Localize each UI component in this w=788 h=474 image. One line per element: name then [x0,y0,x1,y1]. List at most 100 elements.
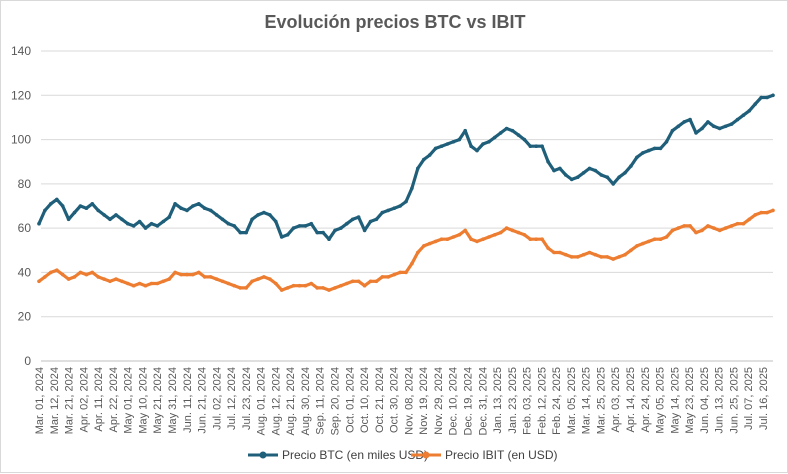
data-point [759,210,763,215]
x-tick-label: Jun. 11, 2024 [182,367,194,433]
data-point [226,221,231,226]
data-point [72,275,77,279]
legend: Precio BTC (en miles USD) Precio IBIT (e… [248,448,557,462]
data-point [629,248,633,253]
data-point [137,281,142,286]
data-point [167,215,171,219]
data-point [321,286,325,290]
data-point [694,131,698,135]
data-point [747,217,752,222]
data-point [658,237,663,241]
data-point [143,283,148,288]
data-point [279,288,284,292]
data-point [475,239,479,244]
data-point [747,109,752,113]
data-point [439,237,444,241]
data-point [641,151,645,155]
data-point [569,255,574,259]
data-point [256,277,260,281]
data-point [96,275,100,279]
data-point [274,219,278,224]
data-point [345,281,349,286]
data-point [516,230,521,235]
data-point [611,257,615,261]
data-point [274,281,278,286]
data-point [445,237,450,241]
data-point [131,283,136,288]
data-point [137,219,142,224]
y-tick-label: 100 [11,133,31,147]
x-tick-label: Feb. 12, 2025 [536,367,548,435]
data-point [84,272,89,277]
data-point [55,268,59,273]
data-point [238,286,243,290]
data-point [558,166,562,171]
y-axis-ticks: 0 20 40 60 80 100 120 140 [11,44,31,368]
data-point [114,277,118,281]
y-tick-label: 140 [11,44,31,58]
x-tick-label: Mar. 21, 2024 [64,367,76,434]
data-point [55,197,59,202]
data-point [60,272,65,277]
x-tick-label: Apr. 03, 2025 [610,367,622,432]
data-point [309,281,314,286]
x-tick-label: Sep. 11, 2024 [315,367,327,435]
data-point [386,208,391,213]
data-point [197,202,201,206]
data-point [475,148,479,153]
x-tick-label: Aug. 21, 2024 [285,367,297,436]
x-tick-label: Mar. 14, 2025 [581,367,593,434]
data-point [291,226,296,230]
x-tick-label: Feb. 24, 2025 [551,367,563,435]
data-point [540,144,544,148]
data-point [729,122,734,126]
data-point [368,219,373,224]
data-point [404,270,408,275]
data-point [552,250,556,255]
data-point [339,283,343,288]
data-point [43,208,47,213]
data-point [540,237,544,241]
data-point [581,171,586,175]
data-point [664,140,669,144]
data-point [350,217,355,222]
data-point [374,217,379,222]
data-point [522,233,527,237]
data-point [416,166,420,171]
data-point [250,217,254,222]
data-point [670,128,675,133]
data-point [712,226,716,230]
data-point [386,275,391,279]
x-tick-label: Nov. 19, 2024 [418,367,430,435]
data-point [712,124,716,129]
x-tick-label: Jul. 16, 2025 [758,367,770,430]
series-1 [37,208,775,292]
data-point [534,144,538,148]
data-point [327,237,331,241]
data-point [350,279,355,284]
data-point [161,219,166,224]
data-point [688,117,692,122]
x-tick-label: May 31, 2024 [167,367,179,434]
data-point [232,283,237,288]
data-point [427,241,432,246]
x-tick-label: Jun. 25, 2025 [728,367,740,434]
data-point [729,224,734,228]
data-point [605,175,610,179]
data-point [291,283,296,288]
x-tick-label: May 14, 2025 [669,367,681,434]
x-tick-label: Apr. 22, 2024 [108,367,120,432]
data-point [670,228,675,233]
data-point [700,228,704,233]
data-point [66,217,71,222]
x-tick-label: Oct. 10, 2024 [359,367,371,433]
data-point [765,95,769,100]
data-point [161,279,166,284]
data-point [49,270,53,275]
data-point [362,228,367,233]
x-tick-label: Nov. 08, 2024 [403,367,415,435]
data-point [333,228,337,233]
x-tick-label: May 10, 2024 [137,367,149,434]
data-point [96,208,100,213]
